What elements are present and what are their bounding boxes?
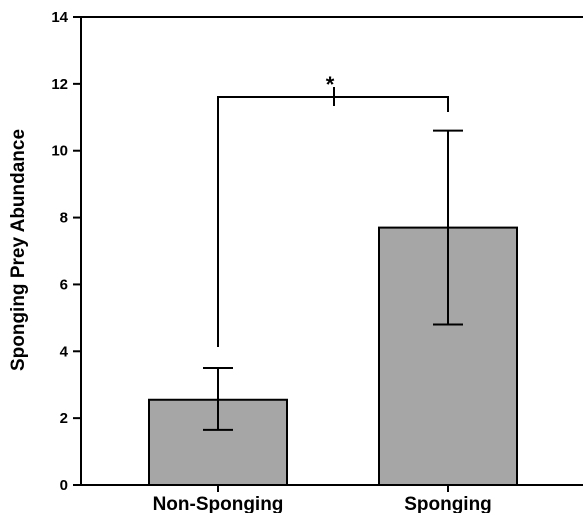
y-tick-label: 12 bbox=[51, 76, 68, 93]
y-tick-label: 0 bbox=[60, 477, 68, 494]
plot-area: 0 2 4 6 8 10 12 14 Non-Sponging Sponging * bbox=[51, 9, 583, 513]
y-tick-label: 2 bbox=[60, 410, 68, 427]
y-axis-title: Sponging Prey Abundance bbox=[8, 129, 29, 371]
y-tick-label: 14 bbox=[51, 9, 68, 26]
significance-marker: * bbox=[326, 72, 335, 97]
x-tick-label: Non-Sponging bbox=[153, 494, 284, 513]
y-tick-label: 8 bbox=[60, 210, 68, 227]
y-tick-label: 6 bbox=[60, 276, 68, 293]
y-tick-label: 10 bbox=[51, 143, 68, 160]
x-tick-label: Sponging bbox=[404, 494, 492, 513]
y-tick-label: 4 bbox=[60, 343, 69, 360]
